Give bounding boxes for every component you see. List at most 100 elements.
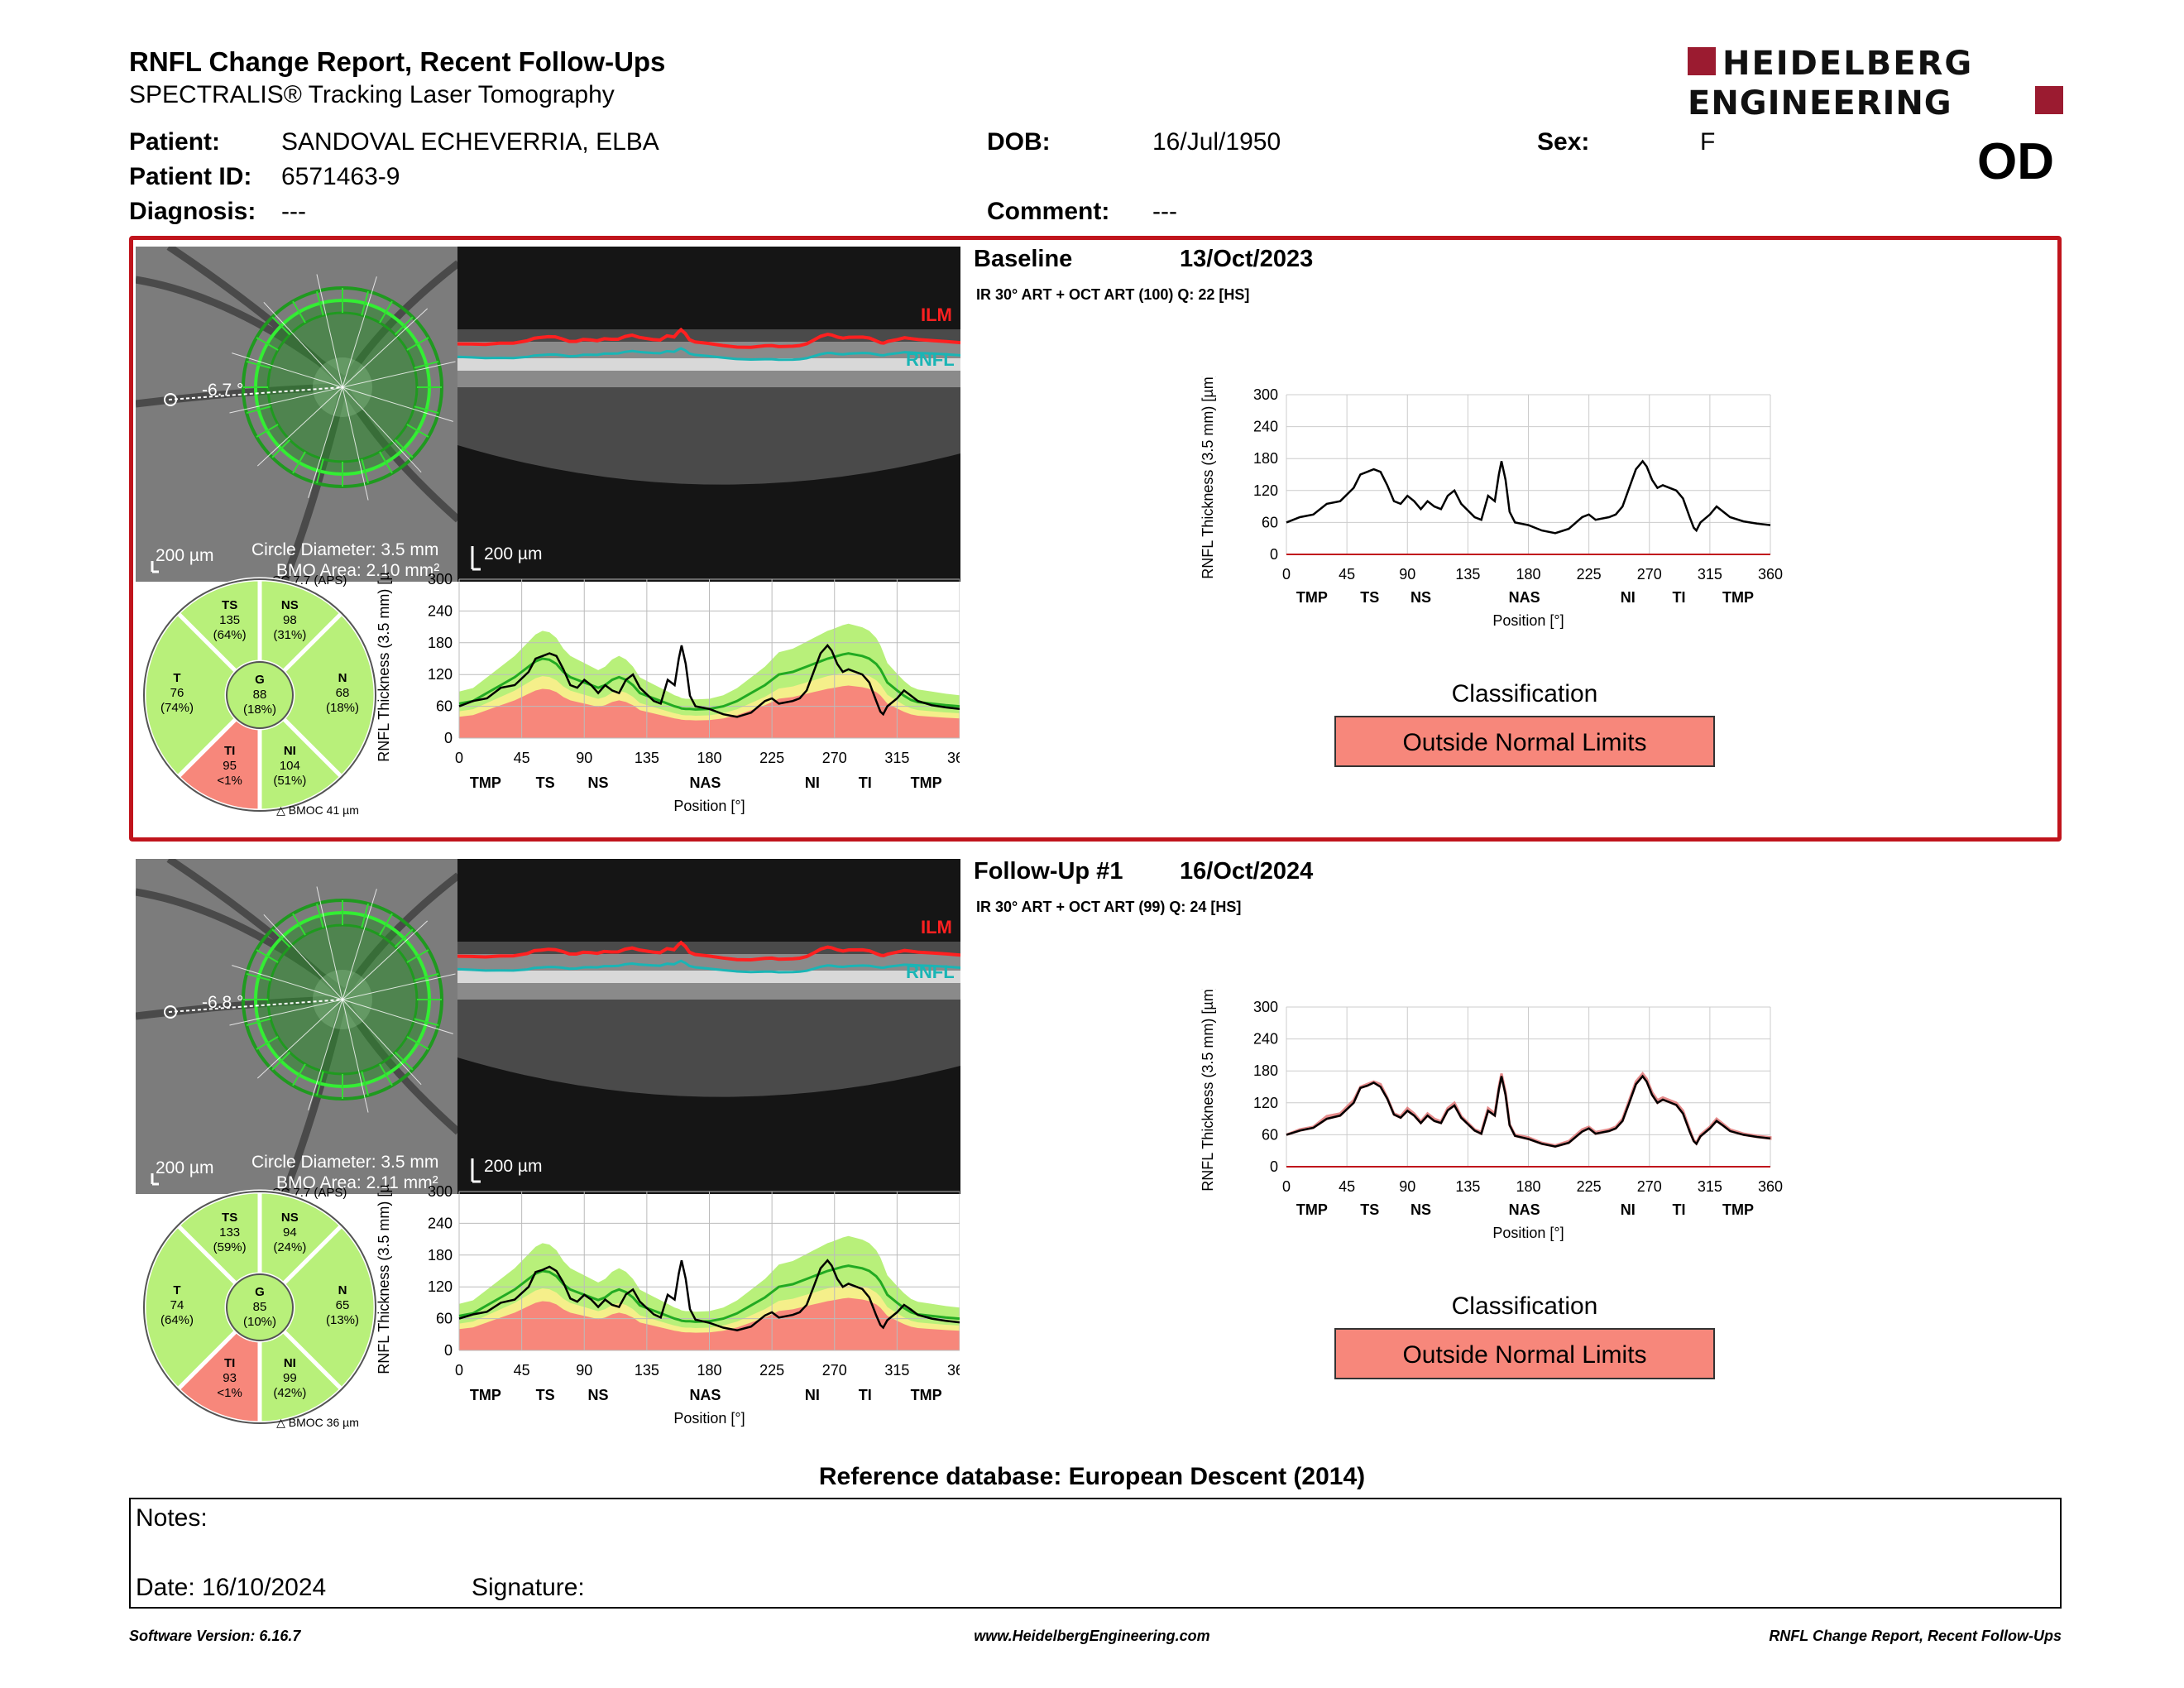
y-tick: 60 — [1262, 514, 1278, 530]
patient-label: Patient: — [129, 128, 221, 156]
circle-diameter-label: Circle Diameter: 3.5 mm — [251, 540, 439, 559]
sex-value: F — [1700, 128, 1716, 156]
rnfl-line — [457, 959, 960, 974]
website-link[interactable]: www.HeidelbergEngineering.com — [974, 1628, 1210, 1644]
sector-name: T — [173, 671, 180, 685]
normal-mean-line — [458, 652, 960, 711]
y-tick: 240 — [1253, 419, 1278, 435]
rnfl-label: RNFL — [906, 349, 955, 370]
scan-spoke — [406, 424, 429, 438]
sector-value: 74 — [170, 1298, 184, 1312]
sex-label: Sex: — [1537, 128, 1590, 156]
scan-spoke — [292, 1063, 306, 1086]
scan-spoke — [315, 290, 324, 316]
scan-spoke — [394, 928, 414, 948]
x-tick: 180 — [697, 750, 721, 766]
heidelberg-logo: HEIDELBERG ENGINEERING — [1688, 45, 2063, 119]
sector-name: NS — [281, 1211, 299, 1225]
sector-pie-chart: CC 7.7 (APS)N68(18%)NI104(51%)TI95<1%T76… — [141, 573, 378, 817]
y-tick: 180 — [1253, 1062, 1278, 1079]
baseline-section-border — [129, 236, 2062, 842]
fundus-image: -6.8 ° 200 µm Circle Diameter: 3.5 mm BM… — [136, 859, 458, 1194]
acquisition-info: IR 30° ART + OCT ART (100) Q: 22 [HS] — [976, 286, 1250, 303]
bscan-scale-label: 200 µm — [484, 1157, 543, 1176]
sector-axis-label: TMP — [470, 1387, 501, 1403]
y-tick: 120 — [428, 1278, 453, 1295]
x-tick: 0 — [1282, 566, 1291, 583]
sector-name: NI — [284, 744, 296, 758]
x-tick: 0 — [1282, 1178, 1291, 1195]
fundus-svg — [136, 859, 458, 1194]
scan-spoke — [256, 337, 279, 351]
x-axis-label: Position [°] — [673, 798, 745, 814]
comment-value: --- — [1152, 198, 1177, 225]
scan-spoke — [406, 1036, 429, 1050]
sector-value: 88 — [253, 688, 267, 702]
x-tick: 180 — [1516, 566, 1540, 583]
comment-label: Comment: — [987, 198, 1110, 225]
patient-thickness-line — [458, 644, 960, 718]
patient-name: SANDOVAL ECHEVERRIA, ELBA — [281, 128, 659, 156]
bscan-svg — [457, 247, 960, 582]
sector-axis-label: TMP — [911, 774, 942, 791]
scan-spoke — [379, 913, 393, 936]
thickness-profile-chart: 0 60 120 180 240 300 0 45 90 135 180 225 270 315 360 TM… — [376, 1183, 960, 1427]
bmo-area-label: BMO Area: 2.11 mm² — [276, 1173, 438, 1192]
y-axis-label: RNFL Thickness (3.5 mm) [µm] — [376, 1183, 392, 1374]
sector-axis-label: TS — [536, 774, 555, 791]
x-tick: 225 — [1577, 1178, 1602, 1195]
sector-percent: (42%) — [273, 1386, 306, 1400]
x-tick: 270 — [1637, 566, 1662, 583]
rnfl-line — [457, 347, 960, 362]
circle-diameter-label: Circle Diameter: 3.5 mm — [251, 1153, 439, 1172]
y-tick: 120 — [428, 666, 453, 683]
notes-box[interactable] — [129, 1498, 2062, 1609]
notes-label: Notes: — [136, 1504, 208, 1532]
bmoc-label: △ BMOC 36 µm — [276, 1416, 359, 1429]
scan-spoke — [246, 405, 271, 415]
patient-id: 6571463-9 — [281, 163, 400, 190]
y-axis-label: RNFL Thickness (3.5 mm) [µm] — [1200, 989, 1216, 1192]
sector-percent: (64%) — [213, 628, 247, 642]
scan-spoke — [361, 290, 370, 316]
scan-spoke — [256, 424, 279, 438]
rnfl-label: RNFL — [906, 961, 955, 982]
scan-spoke — [271, 439, 291, 458]
y-tick: 60 — [436, 698, 453, 715]
signature-label: Signature: — [472, 1574, 585, 1601]
patient-id-label: Patient ID: — [129, 163, 252, 190]
bmoc-label: △ BMOC 41 µm — [276, 803, 359, 817]
x-tick: 225 — [759, 750, 784, 766]
sector-axis-label: TI — [859, 1387, 872, 1403]
report-subtitle: SPECTRALIS® Tracking Laser Tomography — [129, 81, 615, 108]
sector-axis-label: TI — [1673, 1201, 1686, 1218]
y-tick: 120 — [1253, 482, 1278, 499]
y-tick: 0 — [1270, 546, 1278, 563]
sector-percent: <1% — [217, 1386, 242, 1400]
oct-bscan: ILM RNFL 200 µm — [457, 247, 960, 582]
sector-pie-chart: CC 7.7 (APS)N65(13%)NI99(42%)TI93<1%T74(… — [141, 1186, 378, 1429]
y-tick: 300 — [1253, 999, 1278, 1015]
logo-square-bottom — [2035, 86, 2063, 114]
classification-result: Outside Normal Limits — [1334, 1328, 1715, 1379]
exam-date: 16/Oct/2024 — [1180, 858, 1314, 885]
sector-axis-label: NI — [805, 774, 820, 791]
sector-name: TS — [222, 1211, 237, 1225]
sector-value: 98 — [283, 613, 297, 627]
sector-value: 68 — [336, 686, 350, 700]
ilm-label: ILM — [921, 917, 952, 938]
scan-spoke — [315, 1071, 324, 1096]
x-tick: 45 — [514, 750, 530, 766]
sector-g — [226, 661, 294, 729]
thickness-profile-chart: 0 60 120 180 240 300 0 45 90 135 180 225 270 315 360 TM… — [376, 571, 960, 814]
sector-axis-label: NS — [1410, 1201, 1431, 1218]
sector-value: 76 — [170, 686, 184, 700]
scan-spoke — [315, 903, 324, 928]
sector-axis-label: NI — [1621, 589, 1636, 606]
scan-spoke — [256, 1036, 279, 1050]
sector-axis-label: NAS — [1509, 589, 1540, 606]
acquisition-info: IR 30° ART + OCT ART (99) Q: 24 [HS] — [976, 899, 1242, 915]
scan-spoke — [414, 405, 439, 415]
x-tick: 45 — [1339, 566, 1355, 583]
